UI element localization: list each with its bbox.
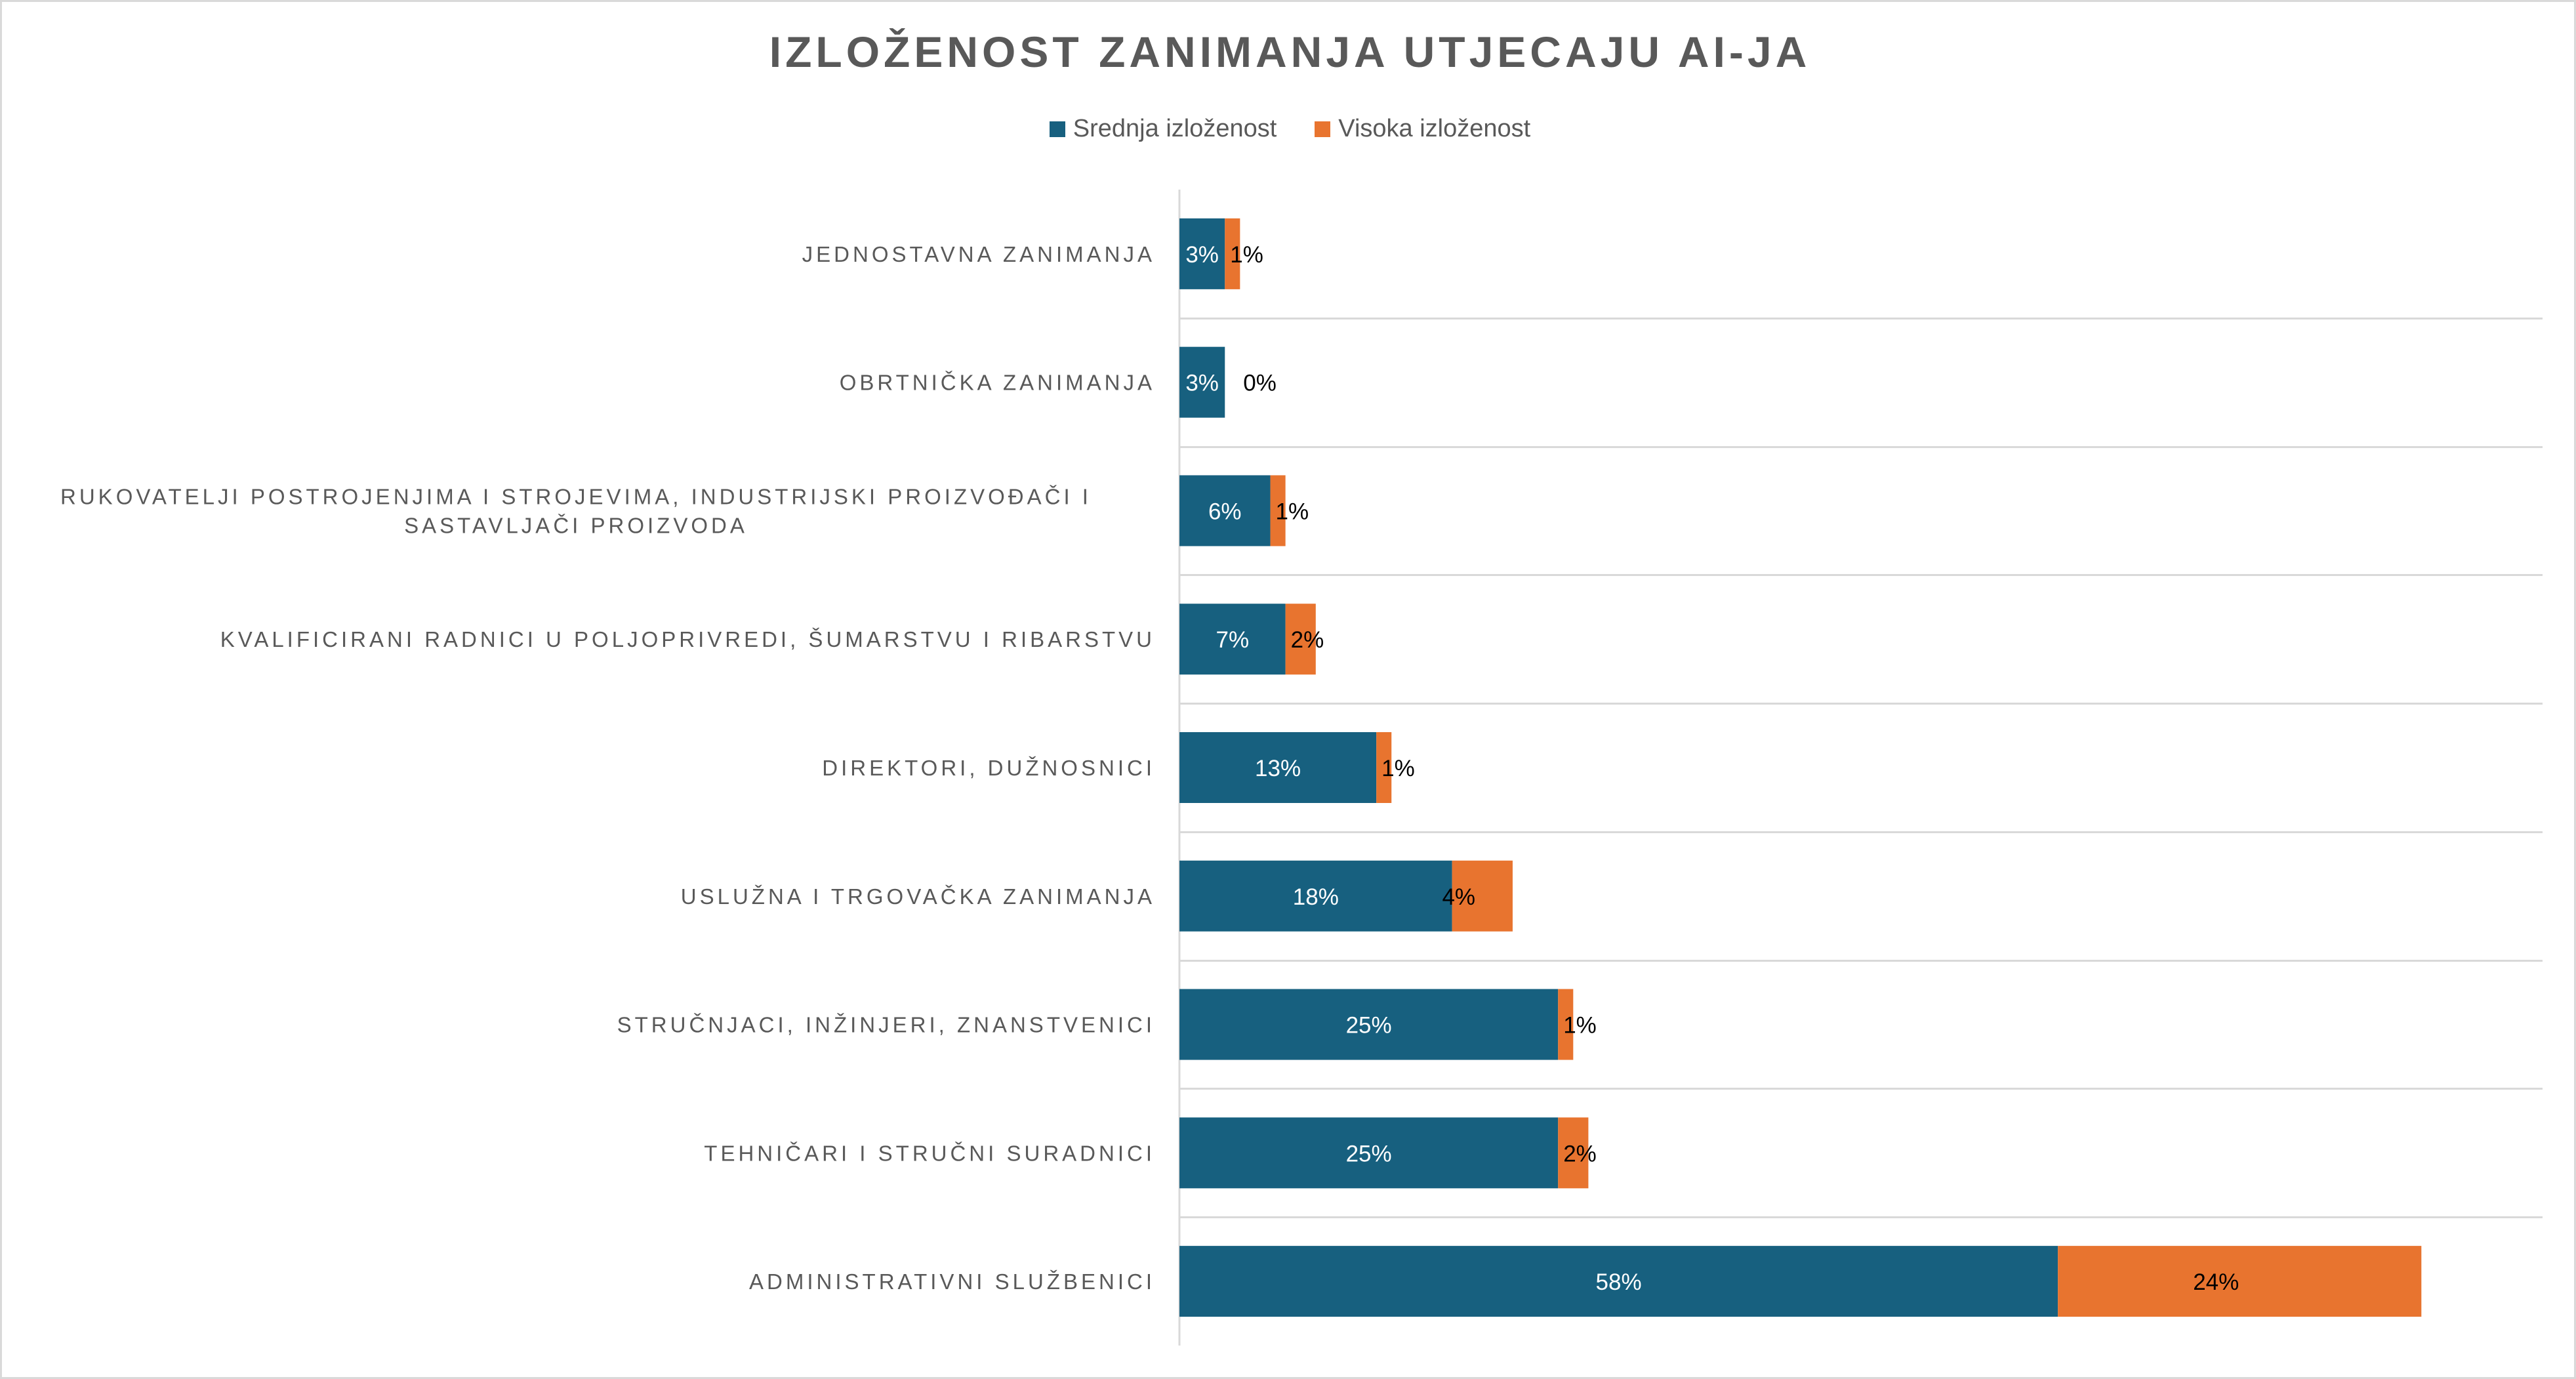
legend-item-visoka: Visoka izloženost (1315, 115, 1530, 143)
bar-srednja (1179, 475, 1271, 546)
bar-visoka (1558, 989, 1574, 1060)
data-label-visoka: 1% (1276, 499, 1309, 524)
legend-label-srednja: Srednja izloženost (1073, 115, 1277, 142)
bar-srednja (1179, 1117, 1559, 1189)
legend: Srednja izloženost Visoka izloženost (2, 115, 2576, 143)
data-label-srednja: 13% (1255, 756, 1301, 781)
category-label: KVALIFICIRANI RADNICI U POLJOPRIVREDI, Š… (220, 627, 1155, 651)
category-label: ADMINISTRATIVNI SLUŽBENICI (749, 1269, 1155, 1294)
data-label-visoka: 4% (1442, 884, 1475, 910)
data-label-visoka: 1% (1230, 242, 1263, 268)
bar-srednja (1179, 1246, 2058, 1317)
legend-swatch-visoka (1315, 121, 1331, 137)
bar-srednja (1179, 218, 1225, 289)
data-label-srednja: 18% (1293, 884, 1339, 910)
data-label-srednja: 3% (1185, 242, 1219, 268)
bar-srednja (1179, 346, 1225, 418)
data-label-visoka: 2% (1563, 1141, 1597, 1166)
category-label: DIREKTORI, DUŽNOSNICI (822, 756, 1155, 780)
legend-label-visoka: Visoka izloženost (1338, 115, 1531, 142)
category-label: USLUŽNA I TRGOVAČKA ZANIMANJA (681, 884, 1155, 909)
data-label-visoka: 0% (1243, 371, 1277, 396)
bar-srednja (1179, 604, 1286, 675)
bar-srednja (1179, 860, 1452, 932)
category-label: RUKOVATELJI POSTROJENJIMA I STROJEVIMA, … (60, 484, 1092, 537)
category-label: OBRTNIČKA ZANIMANJA (840, 371, 1155, 395)
data-label-srednja: 25% (1346, 1141, 1392, 1166)
bar-srednja (1179, 989, 1559, 1060)
data-label-srednja: 3% (1185, 371, 1219, 396)
data-label-visoka: 24% (2193, 1269, 2239, 1295)
category-label: TEHNIČARI I STRUČNI SURADNICI (704, 1141, 1155, 1165)
data-label-srednja: 58% (1596, 1269, 1642, 1295)
bar-visoka (1285, 604, 1316, 675)
data-label-visoka: 1% (1563, 1013, 1597, 1039)
data-label-visoka: 2% (1291, 627, 1324, 653)
bar-visoka (1376, 732, 1392, 803)
bar-visoka (1270, 475, 1286, 546)
bar-visoka (1452, 860, 1513, 932)
bar-visoka (2058, 1246, 2422, 1317)
data-label-srednja: 7% (1216, 627, 1250, 653)
bar-srednja (1179, 732, 1377, 803)
category-label: JEDNOSTAVNA ZANIMANJA (802, 242, 1155, 266)
category-label: STRUČNJACI, INŽINJERI, ZNANSTVENICI (617, 1013, 1155, 1037)
legend-swatch-srednja (1049, 121, 1065, 137)
bar-visoka (1558, 1117, 1589, 1189)
data-label-srednja: 25% (1346, 1013, 1392, 1039)
data-label-srednja: 6% (1208, 499, 1242, 524)
legend-item-srednja: Srednja izloženost (1049, 115, 1277, 143)
bar-visoka (1225, 218, 1240, 289)
chart-title: IZLOŽENOST ZANIMANJA UTJECAJU AI-JA (769, 28, 1811, 76)
data-label-visoka: 1% (1381, 756, 1415, 781)
